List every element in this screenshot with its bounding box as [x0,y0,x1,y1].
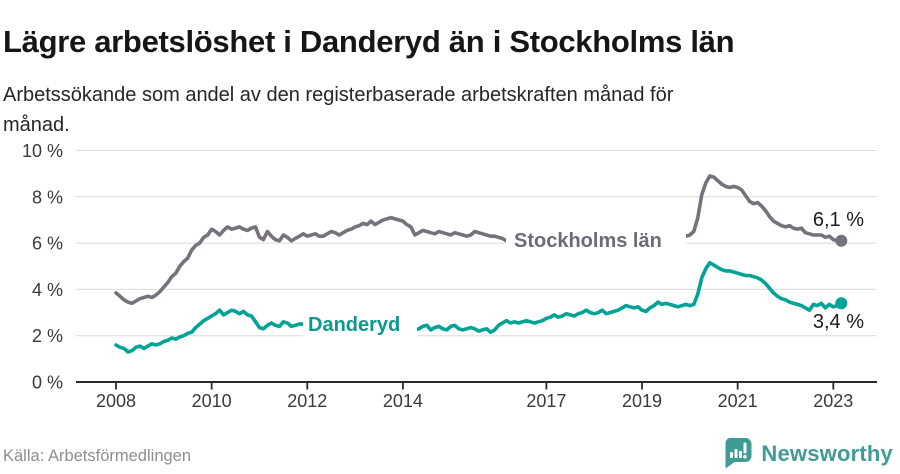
series-label-danderyd: Danderyd [308,314,400,336]
x-axis: 2008 2010 2012 2014 2017 2019 2021 2023 [96,382,853,411]
series-inline-label-danderyd: Danderyd [303,313,417,339]
x-tick-label: 2021 [718,391,758,411]
x-tick-label: 2012 [287,391,327,411]
end-dot-stockholms-lan [835,234,848,247]
newsworthy-logo-icon [725,438,752,469]
unemployment-line-chart: 0 % 2 % 4 % 6 % 8 % 10 % 2008 2010 2012 2014 2017… [22,141,877,411]
y-tick-label: 6 % [32,234,63,254]
x-tick-label: 2010 [192,391,232,411]
end-value-label-danderyd: 3,4 % [813,311,864,333]
y-tick-label: 4 % [32,280,63,300]
label-halo [506,228,686,255]
y-tick-label: 0 % [32,373,63,393]
x-tick-label: 2017 [526,391,566,411]
y-tick-label: 8 % [32,187,63,207]
x-tick-label: 2023 [813,391,853,411]
y-tick-label: 2 % [32,326,63,346]
page-subtitle: Arbetssökande som andel av den registerb… [3,84,674,136]
label-halo [303,313,417,339]
x-tick-label: 2008 [96,391,136,411]
y-tick-label: 10 % [22,141,63,161]
barchart-exclamation-glyph [730,442,748,459]
chart-area: 0 % 2 % 4 % 6 % 8 % 10 % 2008 2010 2012 2014 2017… [0,134,900,426]
newsworthy-brand-link[interactable]: Newsworthy [723,438,893,469]
series-inline-label-stockholms-lan: Stockholms län [506,228,686,255]
line-stockholms-lan [114,174,844,306]
end-dot-danderyd [835,297,848,310]
page-title: Lägre arbetslöshet i Danderyd än i Stock… [3,23,735,59]
speech-bubble-shape [725,438,752,469]
source-note: Källa: Arbetsförmedlingen [3,447,192,465]
newsworthy-wordmark: Newsworthy [761,440,893,466]
gridlines-and-y-axis: 0 % 2 % 4 % 6 % 8 % 10 % [22,141,877,393]
end-value-label-stockholms-lan: 6,1 % [813,209,864,231]
series-label-stockholms-lan: Stockholms län [514,230,662,252]
x-tick-label: 2019 [622,391,662,411]
series-lines [114,174,844,354]
line-danderyd [114,261,844,354]
x-tick-label: 2014 [383,391,423,411]
